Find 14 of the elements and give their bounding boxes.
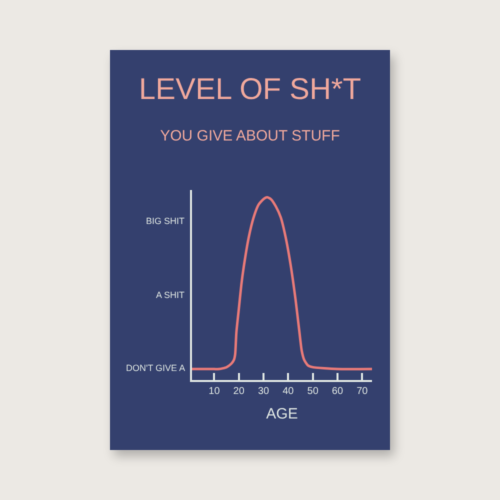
text: DON'T GIVE A — [126, 363, 186, 373]
x-tick-label: 30 — [258, 386, 270, 397]
chart-subtitle: YOU GIVE ABOUT STUFF — [160, 128, 340, 144]
x-tick-label: 60 — [332, 386, 344, 397]
x-tick-label: 40 — [282, 386, 294, 397]
text: A SHIT — [156, 290, 186, 300]
chart-title: LEVEL OF SH*T — [138, 73, 362, 106]
x-tick-label: 70 — [356, 386, 368, 397]
text: BIG SHIT — [146, 216, 186, 226]
x-tick-label: 10 — [208, 386, 220, 397]
x-axis-title: AGE — [266, 406, 298, 422]
poster-card: 10 20 30 40 50 60 70 LEVEL OF SH*T YOU GIVE ABOUT STUFF AGE BIG SHIT A SHIT DON'T GIVE A — [110, 50, 390, 450]
x-tick-label: 20 — [233, 386, 245, 397]
x-tick-label: 50 — [307, 386, 319, 397]
